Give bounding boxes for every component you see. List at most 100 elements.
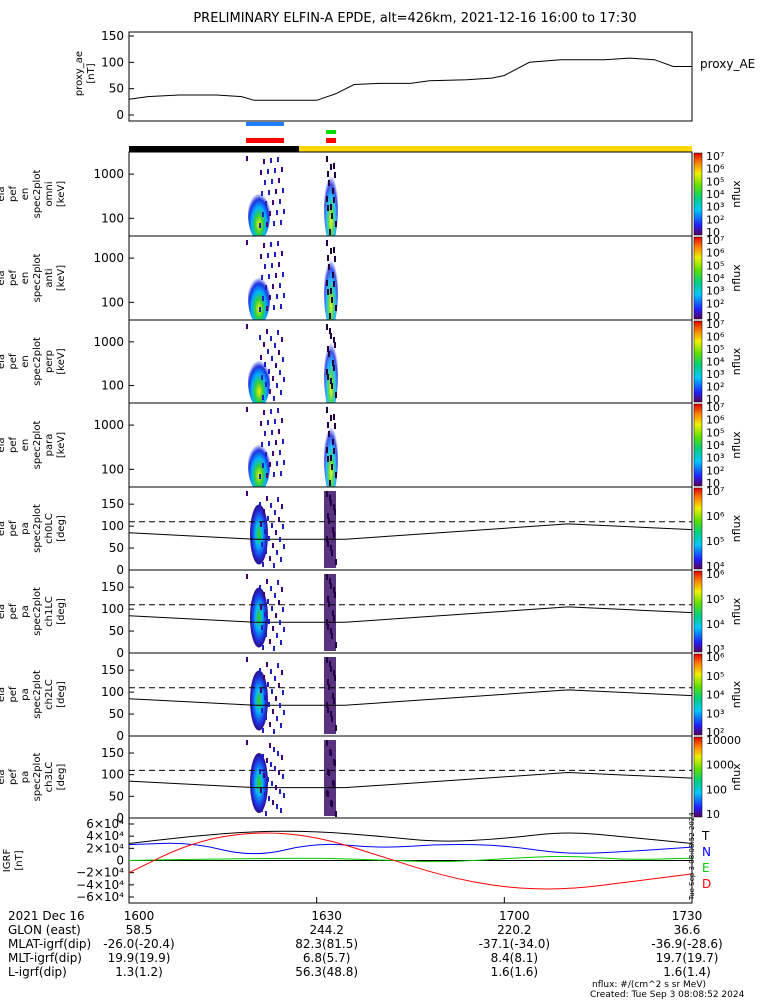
pa-spec-4-speckle (327, 769, 329, 775)
pa-spec-1-speckle (283, 544, 285, 549)
energy-spec-4-cb-tick: 10⁴ (706, 439, 725, 452)
pa-spec-4-ylabel-line: ela (0, 769, 7, 784)
pa-spec-2-burst-1 (250, 587, 268, 648)
pa-spec-2-frame (128, 569, 693, 654)
energy-spec-2-speckle (259, 307, 261, 312)
energy-spec-3-cb-tick: 10³ (706, 368, 724, 381)
pa-spec-3-speckle (268, 702, 270, 707)
side-stamp: Tue Sep 3 08:08:52 2024 (688, 812, 696, 901)
energy-spec-3-speckle (266, 329, 268, 334)
pa-spec-3-cb-label: nflux (730, 680, 743, 708)
energy-spec-4-speckle (283, 460, 285, 465)
pa-spec-2-speckle (272, 626, 274, 631)
energy-spec-1-ylabel-line: spec2plot (32, 170, 43, 219)
pa-spec-2-speckle (329, 578, 331, 584)
energy-spec-3-speckle (260, 355, 262, 360)
energy-spec-4-speckle (333, 448, 335, 454)
created-stamp: Created: Tue Sep 3 08:08:52 2024 (590, 990, 745, 1000)
energy-spec-3-speckle (334, 342, 336, 348)
pa-spec-3-speckle (267, 682, 269, 687)
footer-value: -26.0(-20.4) (103, 937, 174, 951)
pa-spec-3-speckle (330, 711, 332, 717)
igrf-series-T (128, 830, 693, 844)
pa-spec-1-speckle (262, 562, 264, 567)
proxy-ae-line (128, 57, 692, 101)
pa-spec-2-speckle (275, 613, 277, 618)
energy-spec-1-speckle (267, 169, 269, 174)
pa-spec-2-speckle (261, 625, 263, 630)
pa-spec-3-speckle (331, 716, 333, 722)
energy-spec-3-speckle (276, 383, 278, 388)
pa-spec-4-speckle (277, 751, 279, 756)
pa-spec-1-speckle (275, 530, 277, 535)
pa-spec-1-speckle (261, 542, 263, 547)
pa-spec-4-frame (128, 735, 693, 819)
pa-spec-4-speckle (276, 804, 278, 809)
pa-spec-3-lc-curve (128, 689, 693, 706)
energy-spec-3-speckle (264, 362, 266, 367)
pa-spec-1-speckle (326, 536, 328, 542)
pa-spec-2-speckle (280, 640, 282, 645)
pa-spec-1-cb-tick: 10⁵ (706, 535, 724, 548)
energy-spec-2-frame (128, 235, 693, 321)
pa-spec-3-ytick-label: 150 (101, 663, 124, 677)
energy-spec-3-cb-tick: 10⁷ (706, 318, 724, 331)
energy-spec-3-speckle (333, 337, 335, 343)
units-note: nflux: #/(cm^2 s sr MeV) (592, 980, 706, 990)
energy-spec-2-speckle (268, 274, 270, 279)
pa-spec-2-speckle (274, 593, 276, 598)
zone-marker-red-2 (326, 138, 336, 143)
energy-spec-3-ylabel-line: perp (44, 350, 55, 373)
pa-spec-1-speckle (270, 503, 272, 508)
energy-spec-4-speckle (260, 421, 262, 426)
pa-spec-4-ylabel: elapefpaspec2plotch3LC[deg] (0, 753, 67, 802)
pa-spec-3-ylabel-line: [deg] (56, 681, 67, 708)
pa-spec-3-cb-tick: 10⁵ (706, 670, 724, 683)
pa-spec-4-ylabel-line: pa (20, 771, 31, 783)
energy-spec-2-speckle (278, 262, 280, 267)
pa-spec-3-speckle (273, 729, 275, 734)
pa-spec-3-ylabel-line: ela (0, 687, 7, 702)
energy-spec-1-speckle (332, 188, 334, 194)
energy-spec-3-cb-tick: 10⁴ (706, 356, 725, 369)
energy-spec-4-speckle (246, 407, 248, 412)
pa-spec-4-burst-1 (250, 753, 268, 813)
energy-spec-1-speckle (331, 213, 333, 219)
pa-spec-4-cb-tick: 1000 (706, 759, 734, 772)
energy-spec-4-ytick-label: 100 (101, 462, 124, 476)
energy-spec-1-speckle (271, 179, 273, 184)
pa-spec-1-ytick-label: 150 (101, 497, 124, 511)
energy-spec-1-speckle (326, 196, 328, 202)
energy-spec-3-speckle (273, 396, 275, 401)
igrf-ytick-label: −4×10⁴ (76, 878, 124, 892)
energy-spec-3-speckle (330, 378, 332, 384)
energy-spec-2-speckle (326, 280, 328, 286)
energy-spec-4-ylabel-line: en (20, 439, 31, 452)
footer-value: 1630 (311, 909, 342, 923)
energy-spec-3-speckle (326, 369, 328, 375)
igrf-ytick-label: 2×10⁴ (86, 841, 124, 855)
zone-marker-green (326, 130, 336, 134)
energy-spec-4-speckle (264, 431, 266, 436)
energy-spec-1-speckle (261, 191, 263, 196)
energy-spec-1-speckle (276, 210, 278, 215)
energy-spec-1-speckle (283, 209, 285, 214)
energy-spec-2-speckle (279, 283, 281, 288)
pa-spec-2-ytick-label: 100 (101, 602, 124, 616)
pa-spec-4-lc-curve (128, 771, 693, 789)
pa-spec-3-speckle (328, 684, 330, 690)
pa-spec-1-cb-tick: 10⁶ (706, 510, 725, 523)
pa-spec-2-speckle (270, 586, 272, 591)
energy-spec-1-speckle (263, 159, 265, 164)
energy-spec-1-speckle (335, 221, 337, 227)
energy-spec-1-speckle (333, 197, 335, 203)
energy-spec-3-ylabel-line: [keV] (56, 348, 67, 374)
energy-spec-3-speckle (279, 370, 281, 375)
energy-spec-4-colorbar (693, 403, 703, 487)
pa-spec-3-ylabel: elapefpaspec2plotch2LC[deg] (0, 670, 67, 719)
energy-spec-2-speckle (283, 293, 285, 298)
pa-spec-1-speckle (281, 504, 283, 509)
energy-spec-2-speckle (327, 255, 329, 261)
energy-spec-1-colorbar (693, 152, 703, 236)
pa-spec-2-speckle (330, 583, 332, 589)
